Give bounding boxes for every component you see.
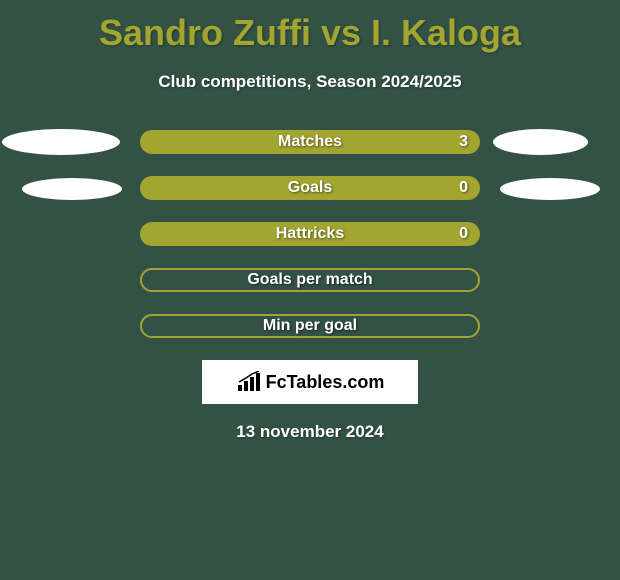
logo-content: FcTables.com bbox=[236, 371, 385, 393]
chart-icon bbox=[236, 371, 262, 393]
date-text: 13 november 2024 bbox=[0, 422, 620, 442]
bar-row-goals: Goals 0 bbox=[0, 176, 620, 200]
bar-label: Matches bbox=[140, 133, 480, 151]
bar-label: Hattricks bbox=[140, 225, 480, 243]
bar-row-goals-per-match: Goals per match bbox=[0, 268, 620, 292]
bars-container: Matches 3 Goals 0 Hattricks 0 Goals per … bbox=[0, 130, 620, 338]
bar-goals: Goals 0 bbox=[140, 176, 480, 200]
ellipse-left-icon bbox=[2, 129, 120, 155]
bar-value: 3 bbox=[459, 133, 468, 151]
bar-hattricks: Hattricks 0 bbox=[140, 222, 480, 246]
ellipse-right-icon bbox=[500, 178, 600, 200]
ellipse-left-icon bbox=[22, 178, 122, 200]
bar-goals-per-match: Goals per match bbox=[140, 268, 480, 292]
ellipse-right-icon bbox=[493, 129, 588, 155]
logo-text: FcTables.com bbox=[266, 372, 385, 393]
bar-min-per-goal: Min per goal bbox=[140, 314, 480, 338]
bar-matches: Matches 3 bbox=[140, 130, 480, 154]
bar-row-hattricks: Hattricks 0 bbox=[0, 222, 620, 246]
bar-row-min-per-goal: Min per goal bbox=[0, 314, 620, 338]
bar-label: Min per goal bbox=[142, 317, 478, 335]
bar-label: Goals bbox=[140, 179, 480, 197]
logo-box: FcTables.com bbox=[202, 360, 418, 404]
page-title: Sandro Zuffi vs I. Kaloga bbox=[0, 0, 620, 54]
bar-label: Goals per match bbox=[142, 271, 478, 289]
bar-value: 0 bbox=[459, 225, 468, 243]
page-subtitle: Club competitions, Season 2024/2025 bbox=[0, 72, 620, 92]
bar-value: 0 bbox=[459, 179, 468, 197]
bar-row-matches: Matches 3 bbox=[0, 130, 620, 154]
